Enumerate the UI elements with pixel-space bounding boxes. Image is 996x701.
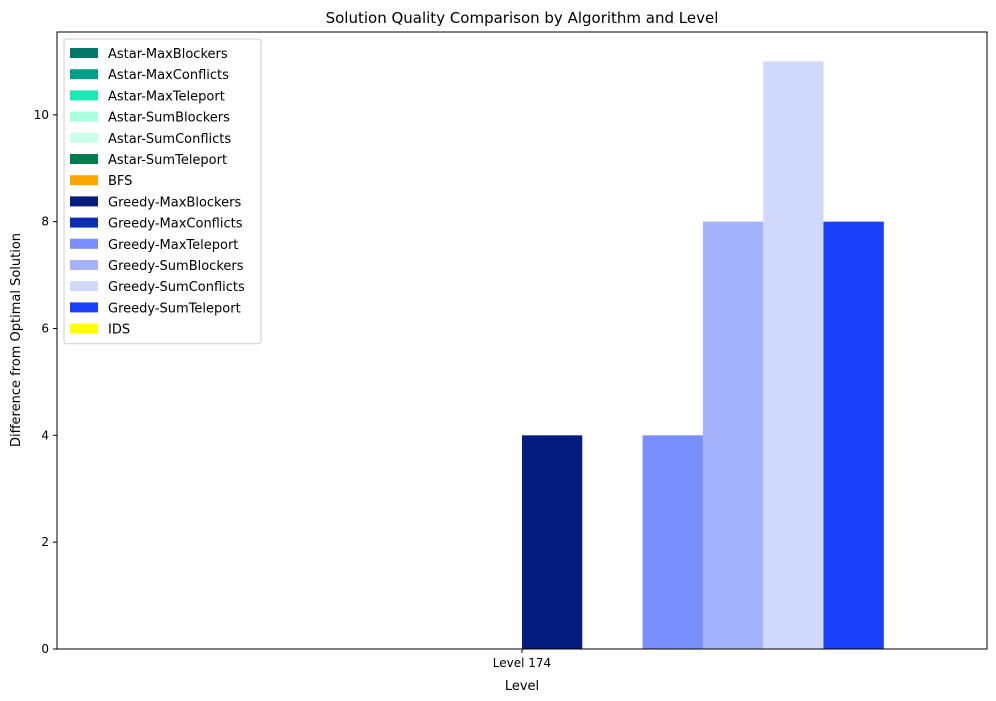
legend: Astar-MaxBlockers Astar-MaxConflicts Astar…: [63, 38, 262, 345]
legend-swatch: [70, 175, 98, 186]
legend-swatch: [70, 196, 98, 207]
bar: [823, 221, 884, 649]
legend-swatch: [70, 302, 98, 313]
legend-label: IDS: [108, 323, 130, 338]
x-tick-label: Level 174: [493, 656, 551, 670]
bar: [702, 221, 764, 649]
x-axis-label: Level: [505, 679, 539, 694]
legend-swatch: [70, 132, 98, 143]
legend-label: Astar-MaxTeleport: [108, 89, 225, 104]
bar: [763, 61, 824, 649]
legend-swatch: [70, 260, 98, 270]
legend-swatch: [70, 90, 98, 101]
legend-label: Astar-MaxConflicts: [108, 68, 229, 83]
legend-swatch: [70, 111, 98, 122]
y-tick-label: 10: [34, 108, 49, 122]
legend-label: Greedy-MaxConflicts: [108, 217, 243, 232]
y-tick-label: 4: [41, 428, 49, 442]
legend-swatch: [70, 281, 98, 292]
legend-swatch: [70, 69, 98, 80]
legend-swatch: [70, 154, 98, 164]
legend-label: Greedy-SumBlockers: [108, 259, 244, 274]
legend-label: Astar-SumTeleport: [108, 153, 227, 168]
legend-swatch: [70, 217, 98, 228]
y-tick-label: 6: [41, 321, 49, 335]
legend-label: Astar-SumConflicts: [108, 132, 231, 147]
y-axis-label: Difference from Optimal Solution: [9, 233, 24, 447]
legend-swatch: [70, 48, 98, 58]
legend-box: [63, 38, 262, 345]
legend-swatch: [70, 323, 98, 334]
legend-label: Astar-MaxBlockers: [108, 47, 228, 62]
bars-layer: [522, 61, 884, 649]
bar: [522, 435, 583, 649]
y-axis: 0 2 4 6 8 10: [34, 108, 57, 656]
y-tick-label: 0: [41, 642, 49, 656]
legend-swatch: [70, 238, 98, 249]
legend-label: Greedy-SumTeleport: [108, 301, 241, 316]
y-tick-label: 2: [41, 535, 49, 549]
y-tick-label: 8: [41, 215, 49, 229]
legend-label: BFS: [108, 174, 132, 189]
legend-label: Greedy-MaxBlockers: [108, 195, 241, 210]
legend-label: Astar-SumBlockers: [108, 111, 230, 126]
chart-title: Solution Quality Comparison by Algorithm…: [326, 9, 719, 27]
x-axis: Level 174: [493, 649, 551, 670]
legend-label: Greedy-SumConflicts: [108, 280, 245, 295]
bar: [642, 435, 703, 649]
legend-label: Greedy-MaxTeleport: [108, 238, 238, 253]
